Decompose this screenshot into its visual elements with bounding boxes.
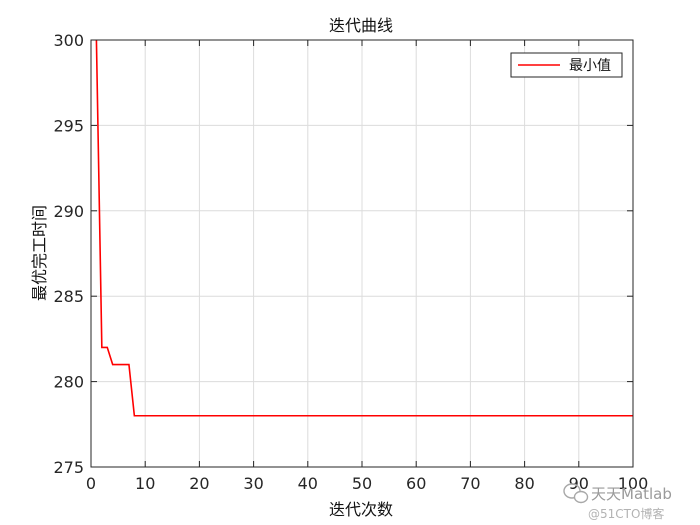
x-tick-label: 20 xyxy=(189,474,209,493)
x-tick-label: 0 xyxy=(86,474,96,493)
grid xyxy=(90,39,634,468)
x-tick-label: 40 xyxy=(298,474,318,493)
x-axis-label: 迭代次数 xyxy=(329,500,393,519)
axis-ticks: 0 10 20 30 40 50 60 70 80 90 100 275 280 285 290 295 300 xyxy=(53,31,648,493)
legend-label: 最小值 xyxy=(569,58,611,74)
x-tick-label: 100 xyxy=(618,474,649,493)
y-axis-label: 最优完工时间 xyxy=(30,205,49,301)
y-tick-label: 290 xyxy=(53,202,84,221)
x-tick-label: 10 xyxy=(135,474,155,493)
x-tick-label: 70 xyxy=(460,474,480,493)
y-tick-label: 275 xyxy=(53,458,84,477)
watermark: 天天Matlab @51CTO博客 xyxy=(563,483,672,521)
x-tick-label: 60 xyxy=(406,474,426,493)
wechat-icon xyxy=(563,483,589,504)
y-tick-label: 300 xyxy=(53,31,84,50)
x-tick-label: 50 xyxy=(352,474,372,493)
x-tick-label: 80 xyxy=(514,474,534,493)
y-tick-label: 285 xyxy=(53,287,84,306)
legend: 最小值 xyxy=(510,52,623,78)
x-tick-label: 30 xyxy=(243,474,263,493)
watermark-brand: 天天Matlab xyxy=(591,485,672,503)
watermark-sub: @51CTO博客 xyxy=(588,506,664,521)
y-tick-label: 280 xyxy=(53,373,84,392)
y-tick-label: 295 xyxy=(53,116,84,135)
series-line-min xyxy=(95,39,633,417)
series-layer xyxy=(95,39,633,417)
x-tick-label: 90 xyxy=(569,474,589,493)
chart-title: 迭代曲线 xyxy=(329,16,393,35)
